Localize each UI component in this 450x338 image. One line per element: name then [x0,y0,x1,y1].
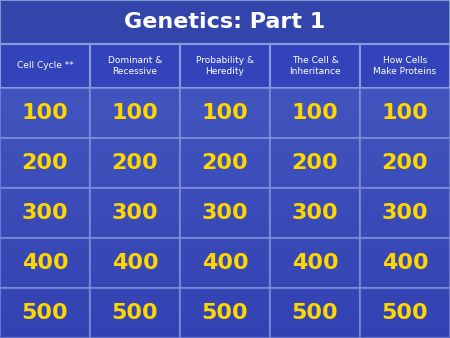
Text: 500: 500 [22,303,68,323]
Bar [360,88,450,138]
Bar [0,44,90,88]
Bar [90,44,180,88]
Text: 400: 400 [202,253,248,273]
Bar [180,288,270,338]
Text: 400: 400 [292,253,338,273]
Bar [360,44,450,88]
Bar [90,138,180,188]
Text: 300: 300 [202,203,248,223]
Text: 100: 100 [202,103,248,123]
Text: 100: 100 [292,103,338,123]
Bar [0,0,450,44]
Text: 300: 300 [292,203,338,223]
Bar [0,288,90,338]
Text: 300: 300 [382,203,428,223]
Bar [90,288,180,338]
Bar [180,44,270,88]
Text: 300: 300 [22,203,68,223]
Text: 200: 200 [202,153,248,173]
Bar [0,188,90,238]
Bar [180,88,270,138]
Bar [270,188,360,238]
Bar [270,288,360,338]
Text: 200: 200 [112,153,158,173]
Text: 100: 100 [22,103,68,123]
Text: How Cells
Make Proteins: How Cells Make Proteins [374,56,436,76]
Bar [360,288,450,338]
Bar [270,238,360,288]
Text: 400: 400 [112,253,158,273]
Text: 100: 100 [112,103,158,123]
Bar [270,138,360,188]
Bar [0,88,90,138]
Bar [180,138,270,188]
Text: Probability &
Heredity: Probability & Heredity [196,56,254,76]
Text: 400: 400 [22,253,68,273]
Bar [0,238,90,288]
Text: 400: 400 [382,253,428,273]
Text: Genetics: Part 1: Genetics: Part 1 [124,12,326,32]
Bar [90,238,180,288]
Bar [360,138,450,188]
Text: Dominant &
Recessive: Dominant & Recessive [108,56,162,76]
Text: 500: 500 [382,303,428,323]
Bar [360,188,450,238]
Bar [0,138,90,188]
Text: 300: 300 [112,203,158,223]
Text: 500: 500 [292,303,338,323]
Text: 200: 200 [382,153,428,173]
Bar [180,188,270,238]
Bar [90,188,180,238]
Bar [180,238,270,288]
Bar [90,88,180,138]
Bar [360,238,450,288]
Text: 200: 200 [22,153,68,173]
Text: 500: 500 [112,303,158,323]
Text: 100: 100 [382,103,428,123]
Text: Cell Cycle **: Cell Cycle ** [17,62,73,70]
Bar [270,44,360,88]
Text: 200: 200 [292,153,338,173]
Text: The Cell &
Inheritance: The Cell & Inheritance [289,56,341,76]
Bar [270,88,360,138]
Text: 500: 500 [202,303,248,323]
